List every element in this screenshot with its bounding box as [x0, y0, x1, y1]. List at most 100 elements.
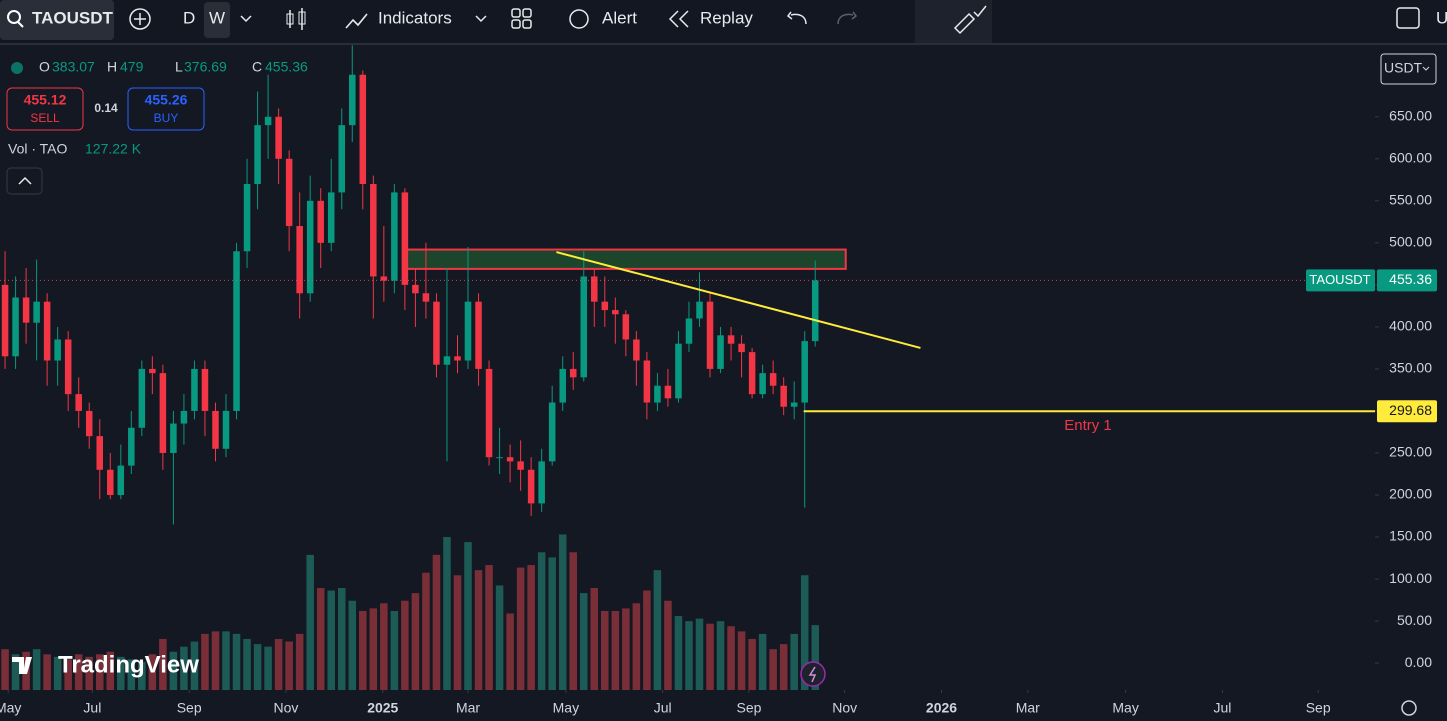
volume-bar — [43, 654, 51, 690]
compare-button[interactable] — [129, 8, 151, 30]
fullscreen-button[interactable] — [1396, 7, 1420, 29]
volume-bar — [390, 610, 399, 690]
volume-legend: Vol · TAO — [8, 141, 68, 157]
volume-bar — [464, 542, 472, 690]
volume-bar — [748, 639, 756, 690]
volume-bar — [169, 651, 178, 690]
candle-body — [149, 368, 156, 374]
volume-bar — [790, 633, 798, 690]
candle-body — [696, 301, 703, 319]
search-icon — [17, 21, 24, 28]
candle-body — [569, 368, 577, 378]
account-button[interactable]: U — [1436, 8, 1447, 27]
candle-body — [327, 192, 335, 243]
y-tick-label: 500.00 — [1389, 234, 1432, 250]
collapse-icon — [18, 176, 32, 185]
indicators-icon[interactable] — [345, 13, 368, 29]
drawing-tool[interactable] — [953, 5, 987, 35]
candle-body — [128, 427, 135, 466]
candle-body — [801, 341, 808, 403]
price-axis — [1375, 45, 1447, 690]
replay-icon[interactable] — [668, 10, 689, 28]
volume-legend-value: 127.22 K — [85, 141, 142, 157]
volume-bar — [222, 631, 230, 690]
chart-type-icon — [298, 11, 306, 25]
interval-menu[interactable] — [240, 15, 252, 23]
candle-body — [643, 360, 651, 403]
candle-body — [64, 339, 72, 395]
buy-button[interactable] — [127, 87, 205, 131]
volume-bar — [232, 633, 241, 690]
currency[interactable]: USDT — [1384, 60, 1423, 76]
y-tick-label: 250.00 — [1389, 444, 1432, 460]
candle-body — [727, 335, 735, 344]
layouts-icon[interactable] — [511, 8, 532, 29]
replay-button[interactable]: Replay — [700, 8, 753, 27]
x-tick-label: May — [0, 700, 21, 716]
entry-tag-value: 299.68 — [1389, 402, 1432, 418]
candle-body — [75, 394, 82, 411]
candle-body — [580, 276, 588, 378]
candle-body — [412, 284, 419, 294]
volume-bar — [295, 633, 304, 690]
undo-button[interactable] — [786, 11, 807, 25]
x-tick-label: Nov — [274, 700, 299, 716]
volume-bar — [601, 610, 609, 690]
redo-button[interactable] — [837, 11, 858, 25]
candle-body — [359, 74, 367, 185]
ohlc-label: O — [39, 59, 50, 75]
interval-d[interactable]: D — [183, 8, 195, 27]
ohlc-value: 455.36 — [265, 59, 308, 75]
volume-bar — [727, 626, 735, 690]
candle-body — [422, 293, 430, 302]
symbol[interactable]: TAOUSDT — [32, 8, 114, 27]
candle-body — [138, 368, 146, 428]
candle-body — [43, 301, 51, 361]
volume-bar — [316, 588, 325, 690]
symbol-search[interactable] — [0, 0, 114, 40]
x-tick-label: Sep — [1306, 700, 1331, 716]
chart-type-icon — [286, 13, 294, 25]
volume-bar — [548, 557, 556, 690]
candle-body — [706, 301, 714, 369]
candle-body — [22, 297, 30, 323]
candle-body — [107, 469, 114, 495]
ohlc-label: H — [107, 59, 117, 75]
event-marker[interactable] — [800, 661, 826, 687]
candle-body — [85, 410, 93, 437]
candle-body — [96, 436, 104, 470]
settings-button[interactable] — [1401, 700, 1417, 716]
collapse-button[interactable] — [6, 167, 43, 195]
plus-icon — [134, 13, 146, 25]
candle-body — [517, 461, 524, 470]
x-tick-label: 2026 — [926, 700, 957, 716]
volume-bar — [779, 644, 788, 690]
volume-bar — [190, 641, 199, 690]
candle-body — [201, 368, 209, 411]
interval-active — [204, 2, 230, 38]
volume-bar — [32, 649, 41, 690]
y-tick-label: 350.00 — [1389, 360, 1432, 376]
ohlc-label: C — [252, 59, 262, 75]
indicators-menu[interactable] — [475, 15, 487, 23]
volume-bar — [1, 649, 9, 690]
price-tag-value: 455.36 — [1389, 271, 1432, 287]
volume-bar — [243, 639, 251, 690]
volume-bar — [737, 631, 746, 690]
candle-body — [296, 226, 303, 294]
alert-icon[interactable] — [569, 9, 589, 29]
interval-w[interactable]: W — [209, 8, 225, 27]
currency-button[interactable] — [1380, 53, 1437, 85]
alert-button[interactable]: Alert — [602, 8, 637, 27]
candle-body — [443, 356, 451, 365]
candle-body — [370, 184, 377, 277]
volume-bar — [506, 613, 514, 690]
volume-bar — [758, 633, 767, 690]
candle-body — [527, 469, 535, 504]
volume-bar — [811, 625, 819, 690]
volume-bar — [253, 644, 262, 690]
x-tick-label: 2025 — [367, 700, 398, 716]
sell-button[interactable] — [6, 87, 84, 131]
x-tick-label: Mar — [1016, 700, 1040, 716]
indicators-button[interactable]: Indicators — [378, 8, 452, 27]
